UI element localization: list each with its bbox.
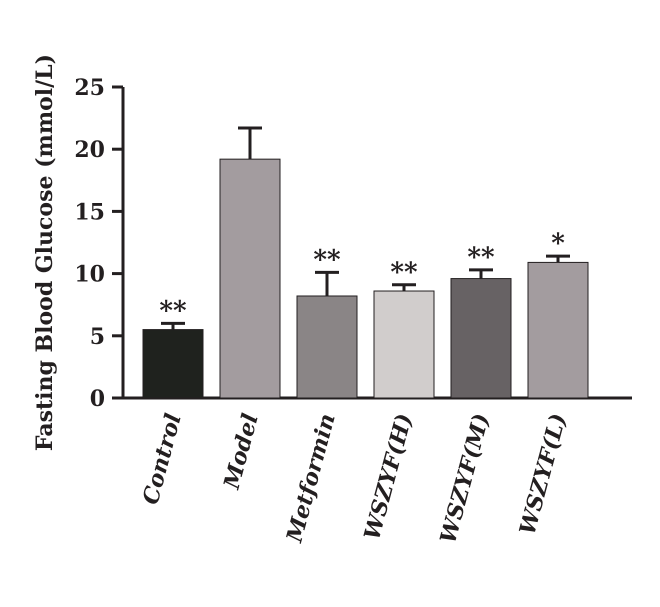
bars-group bbox=[142, 126, 589, 399]
x-tick-label: Control bbox=[138, 411, 187, 508]
y-tick-label: 20 bbox=[74, 137, 105, 163]
significance-mark: ** bbox=[159, 296, 187, 326]
x-tick-label: WSZYF(H) bbox=[359, 411, 418, 543]
y-tick-label: 25 bbox=[74, 75, 105, 101]
y-tick-label: 15 bbox=[74, 199, 105, 225]
bar-metformin bbox=[296, 295, 358, 399]
significance-mark: ** bbox=[390, 258, 418, 288]
x-tick-label: WSZYF(M) bbox=[435, 411, 495, 546]
x-tick-label: Model bbox=[219, 411, 264, 493]
y-tick-label: 10 bbox=[74, 262, 105, 288]
x-tick-label: WSZYF(L) bbox=[515, 411, 572, 538]
x-tick-label: Metformin bbox=[281, 411, 341, 546]
significance-mark: * bbox=[551, 229, 565, 259]
bar-control bbox=[142, 329, 204, 399]
bar-wszyf-h- bbox=[373, 290, 435, 399]
bar-wszyf-l- bbox=[527, 261, 589, 399]
axes: 0 5 10 15 20 25 bbox=[74, 75, 632, 412]
significance-mark: ** bbox=[313, 245, 341, 275]
bar-wszyf-m- bbox=[450, 278, 512, 399]
bar-model bbox=[219, 158, 281, 399]
y-tick-label: 5 bbox=[90, 324, 105, 350]
y-axis-label: Fasting Blood Glucose (mmol/L) bbox=[32, 54, 58, 451]
significance-mark: ** bbox=[467, 243, 495, 273]
y-tick-label: 0 bbox=[90, 386, 105, 412]
